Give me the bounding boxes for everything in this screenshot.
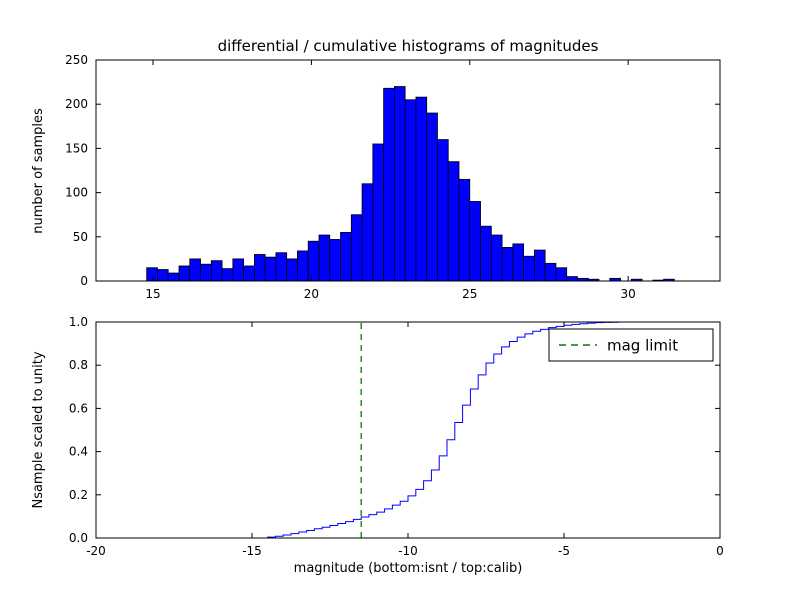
histogram-bar: [221, 268, 234, 282]
x-tick-label: 0: [716, 544, 724, 558]
histogram-bar: [512, 243, 525, 282]
legend-label: mag limit: [607, 337, 678, 355]
top-differential-histogram-axes: 15 20 25 30 0 50 100 150 200 250: [65, 53, 721, 301]
histogram-bar: [157, 269, 169, 282]
x-tick-label: -5: [558, 544, 570, 558]
axes-frame: [95, 59, 721, 282]
y-tick-label: 0.2: [69, 488, 88, 502]
figure-title: differential / cumulative histograms of …: [218, 37, 599, 55]
histogram-bar: [383, 87, 395, 282]
top-y-axis-label: number of samples: [31, 108, 46, 234]
histogram-bar: [490, 234, 503, 282]
histogram-bar: [480, 225, 492, 282]
y-tick-label: 0.6: [69, 401, 88, 415]
y-tick-label: 100: [65, 186, 88, 200]
histogram-bar: [426, 112, 438, 282]
histogram-bar: [167, 272, 180, 282]
histogram-bar: [264, 256, 277, 282]
histogram-bars: [146, 86, 675, 282]
histogram-bar: [189, 258, 201, 282]
histogram-bar: [447, 161, 460, 282]
x-tick-label: 15: [145, 287, 160, 301]
y-tick-label: 0: [80, 274, 88, 288]
histogram-bar: [393, 86, 406, 282]
y-tick-label: 250: [65, 53, 88, 67]
y-tick-label: 1.0: [69, 315, 88, 329]
bottom-y-axis-label: Nsample scaled to unity: [31, 351, 46, 508]
histogram-bar: [533, 249, 546, 282]
y-tick-label: 0.4: [69, 445, 88, 459]
x-tick-label: 20: [304, 287, 319, 301]
histogram-bar: [501, 247, 514, 282]
histogram-bar: [361, 183, 374, 282]
x-tick-label: -15: [242, 544, 262, 558]
histogram-bar: [340, 231, 352, 282]
legend: mag limit: [548, 328, 714, 362]
x-tick-label: -10: [398, 544, 418, 558]
histogram-bar: [544, 262, 557, 282]
histogram-bar: [523, 255, 535, 282]
histogram-bar: [210, 260, 223, 282]
histogram-bar: [458, 178, 471, 282]
histogram-bar: [178, 265, 191, 282]
x-tick-label: 25: [462, 287, 477, 301]
histogram-bar: [200, 263, 212, 282]
x-axis-label: magnitude (bottom:isnt / top:calib): [294, 561, 523, 576]
histogram-bar: [275, 252, 288, 282]
histogram-bar: [232, 258, 245, 282]
histogram-bar: [437, 139, 449, 282]
histogram-bar: [566, 276, 578, 282]
histogram-bar: [146, 267, 158, 282]
histogram-bar: [307, 240, 320, 282]
histogram-bar: [555, 267, 568, 282]
y-tick-label: 0.0: [69, 531, 88, 545]
histogram-bar: [415, 96, 428, 282]
histogram-bar: [318, 234, 331, 282]
y-tick-label: 200: [65, 97, 88, 111]
x-tick-label: -20: [86, 544, 106, 558]
histogram-bar: [297, 250, 309, 282]
histogram-bar: [253, 254, 266, 282]
y-tick-label: 0.8: [69, 358, 88, 372]
y-tick-label: 50: [73, 230, 88, 244]
histogram-bar: [286, 258, 298, 282]
bottom-cumulative-axes: -20 -15 -10 -5 0 0.0 0.2 0.4 0.6 0.8 1.0: [69, 315, 724, 558]
x-tick-label: 30: [621, 287, 636, 301]
histogram-bar: [469, 201, 481, 282]
histogram-bar: [372, 143, 385, 282]
histogram-bar: [350, 214, 363, 282]
y-tick-label: 150: [65, 141, 88, 155]
histogram-bar: [243, 265, 255, 282]
histogram-bar: [329, 239, 341, 282]
histogram-bar: [404, 99, 417, 282]
